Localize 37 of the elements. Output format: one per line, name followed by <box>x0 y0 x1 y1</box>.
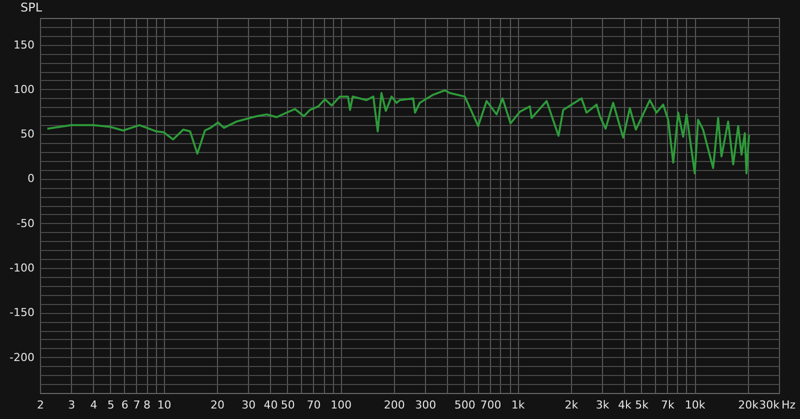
y-tick-label: 150 <box>14 38 34 52</box>
x-tick-label: 8 <box>144 398 151 412</box>
x-tick-label: 30k <box>759 398 780 412</box>
x-tick-label: 300 <box>415 398 436 412</box>
x-tick-label: 3k <box>596 398 610 412</box>
x-tick-label: 200 <box>384 398 405 412</box>
x-tick-label: 5 <box>107 398 114 412</box>
x-tick-label: 20 <box>210 398 224 412</box>
x-tick-label: 70 <box>306 398 321 412</box>
x-axis-title: Hz <box>782 398 796 412</box>
y-tick-label: -150 <box>10 306 34 320</box>
x-tick-label: 700 <box>480 398 502 412</box>
x-tick-label: 1k <box>511 398 526 412</box>
x-tick-label: 2k <box>564 398 579 412</box>
x-tick-label: 10 <box>157 398 172 412</box>
y-tick-label: 50 <box>20 128 34 141</box>
x-tick-label: 10k <box>684 398 706 412</box>
x-tick-label: 3 <box>68 398 76 412</box>
x-tick-label: 6 <box>121 398 128 412</box>
x-tick-label: 100 <box>330 398 352 412</box>
y-tick-label: -50 <box>16 216 34 230</box>
x-tick-label: 40 <box>264 398 278 412</box>
x-tick-label: 4 <box>90 398 98 412</box>
x-tick-label: 7k <box>660 398 675 412</box>
y-tick-label: -100 <box>10 262 34 274</box>
x-tick-label: 5k <box>635 398 650 412</box>
x-tick-label: 50 <box>280 398 295 412</box>
x-tick-label: 30 <box>242 398 256 412</box>
x-tick-label: 500 <box>454 398 476 412</box>
y-tick-label: 0 <box>28 172 34 186</box>
x-tick-label: 4k <box>618 398 632 412</box>
y-tick-label: 100 <box>14 82 34 96</box>
x-tick-label: 20k <box>738 398 760 412</box>
y-axis-title: SPL <box>20 0 42 14</box>
y-tick-label: -200 <box>10 350 34 364</box>
x-tick-label: 7 <box>133 398 140 412</box>
x-tick-label: 2 <box>37 398 44 412</box>
